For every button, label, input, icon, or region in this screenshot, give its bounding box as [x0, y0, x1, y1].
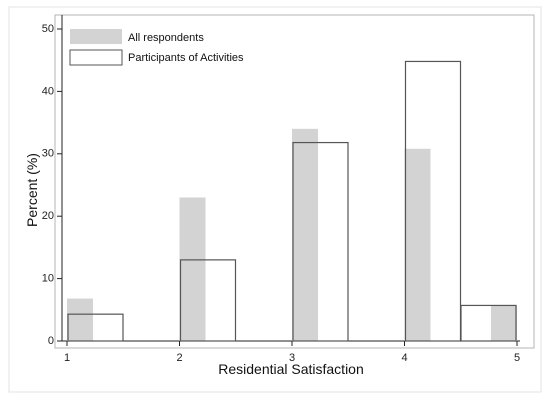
x-tick-label: 1 [64, 352, 70, 364]
y-tick-label: 0 [48, 335, 54, 347]
bar-all-respondents-5 [491, 305, 517, 341]
bar-all-respondents-3 [292, 128, 318, 341]
legend-swatch-participants [69, 49, 123, 66]
x-ticks-layer: 1 2 3 4 5 [64, 341, 520, 364]
y-tick-label: 30 [42, 148, 54, 160]
bar-all-respondents-4 [404, 148, 431, 341]
x-axis-title: Residential Satisfaction [218, 361, 364, 377]
bar-participants-3 [292, 141, 349, 342]
bar-all-respondents-1 [67, 298, 93, 341]
bar-participants-2 [179, 259, 237, 342]
legend-label-all-respondents: All respondents [128, 32, 204, 44]
y-tick-label: 50 [42, 23, 54, 35]
legend-label-participants: Participants of Activities [128, 52, 244, 64]
bar-all-respondents-2 [179, 197, 206, 341]
bar-participants-1 [67, 313, 124, 342]
x-tick-label: 5 [514, 352, 520, 364]
y-axis-title: Percent (%) [24, 153, 40, 227]
legend: All respondents Participants of Activiti… [69, 29, 244, 66]
y-tick-label: 40 [42, 85, 54, 97]
y-ticks-layer: 0 10 20 30 40 50 [42, 23, 62, 347]
y-tick-label: 20 [42, 210, 54, 222]
bars-layer [67, 60, 517, 342]
bar-participants-5 [460, 304, 517, 342]
legend-swatch-all-respondents [70, 29, 122, 44]
x-tick-label: 4 [401, 352, 407, 364]
x-tick-label: 2 [176, 352, 182, 364]
x-tick-label: 3 [289, 352, 295, 364]
y-tick-label: 10 [42, 273, 54, 285]
bar-participants-4 [404, 60, 462, 342]
